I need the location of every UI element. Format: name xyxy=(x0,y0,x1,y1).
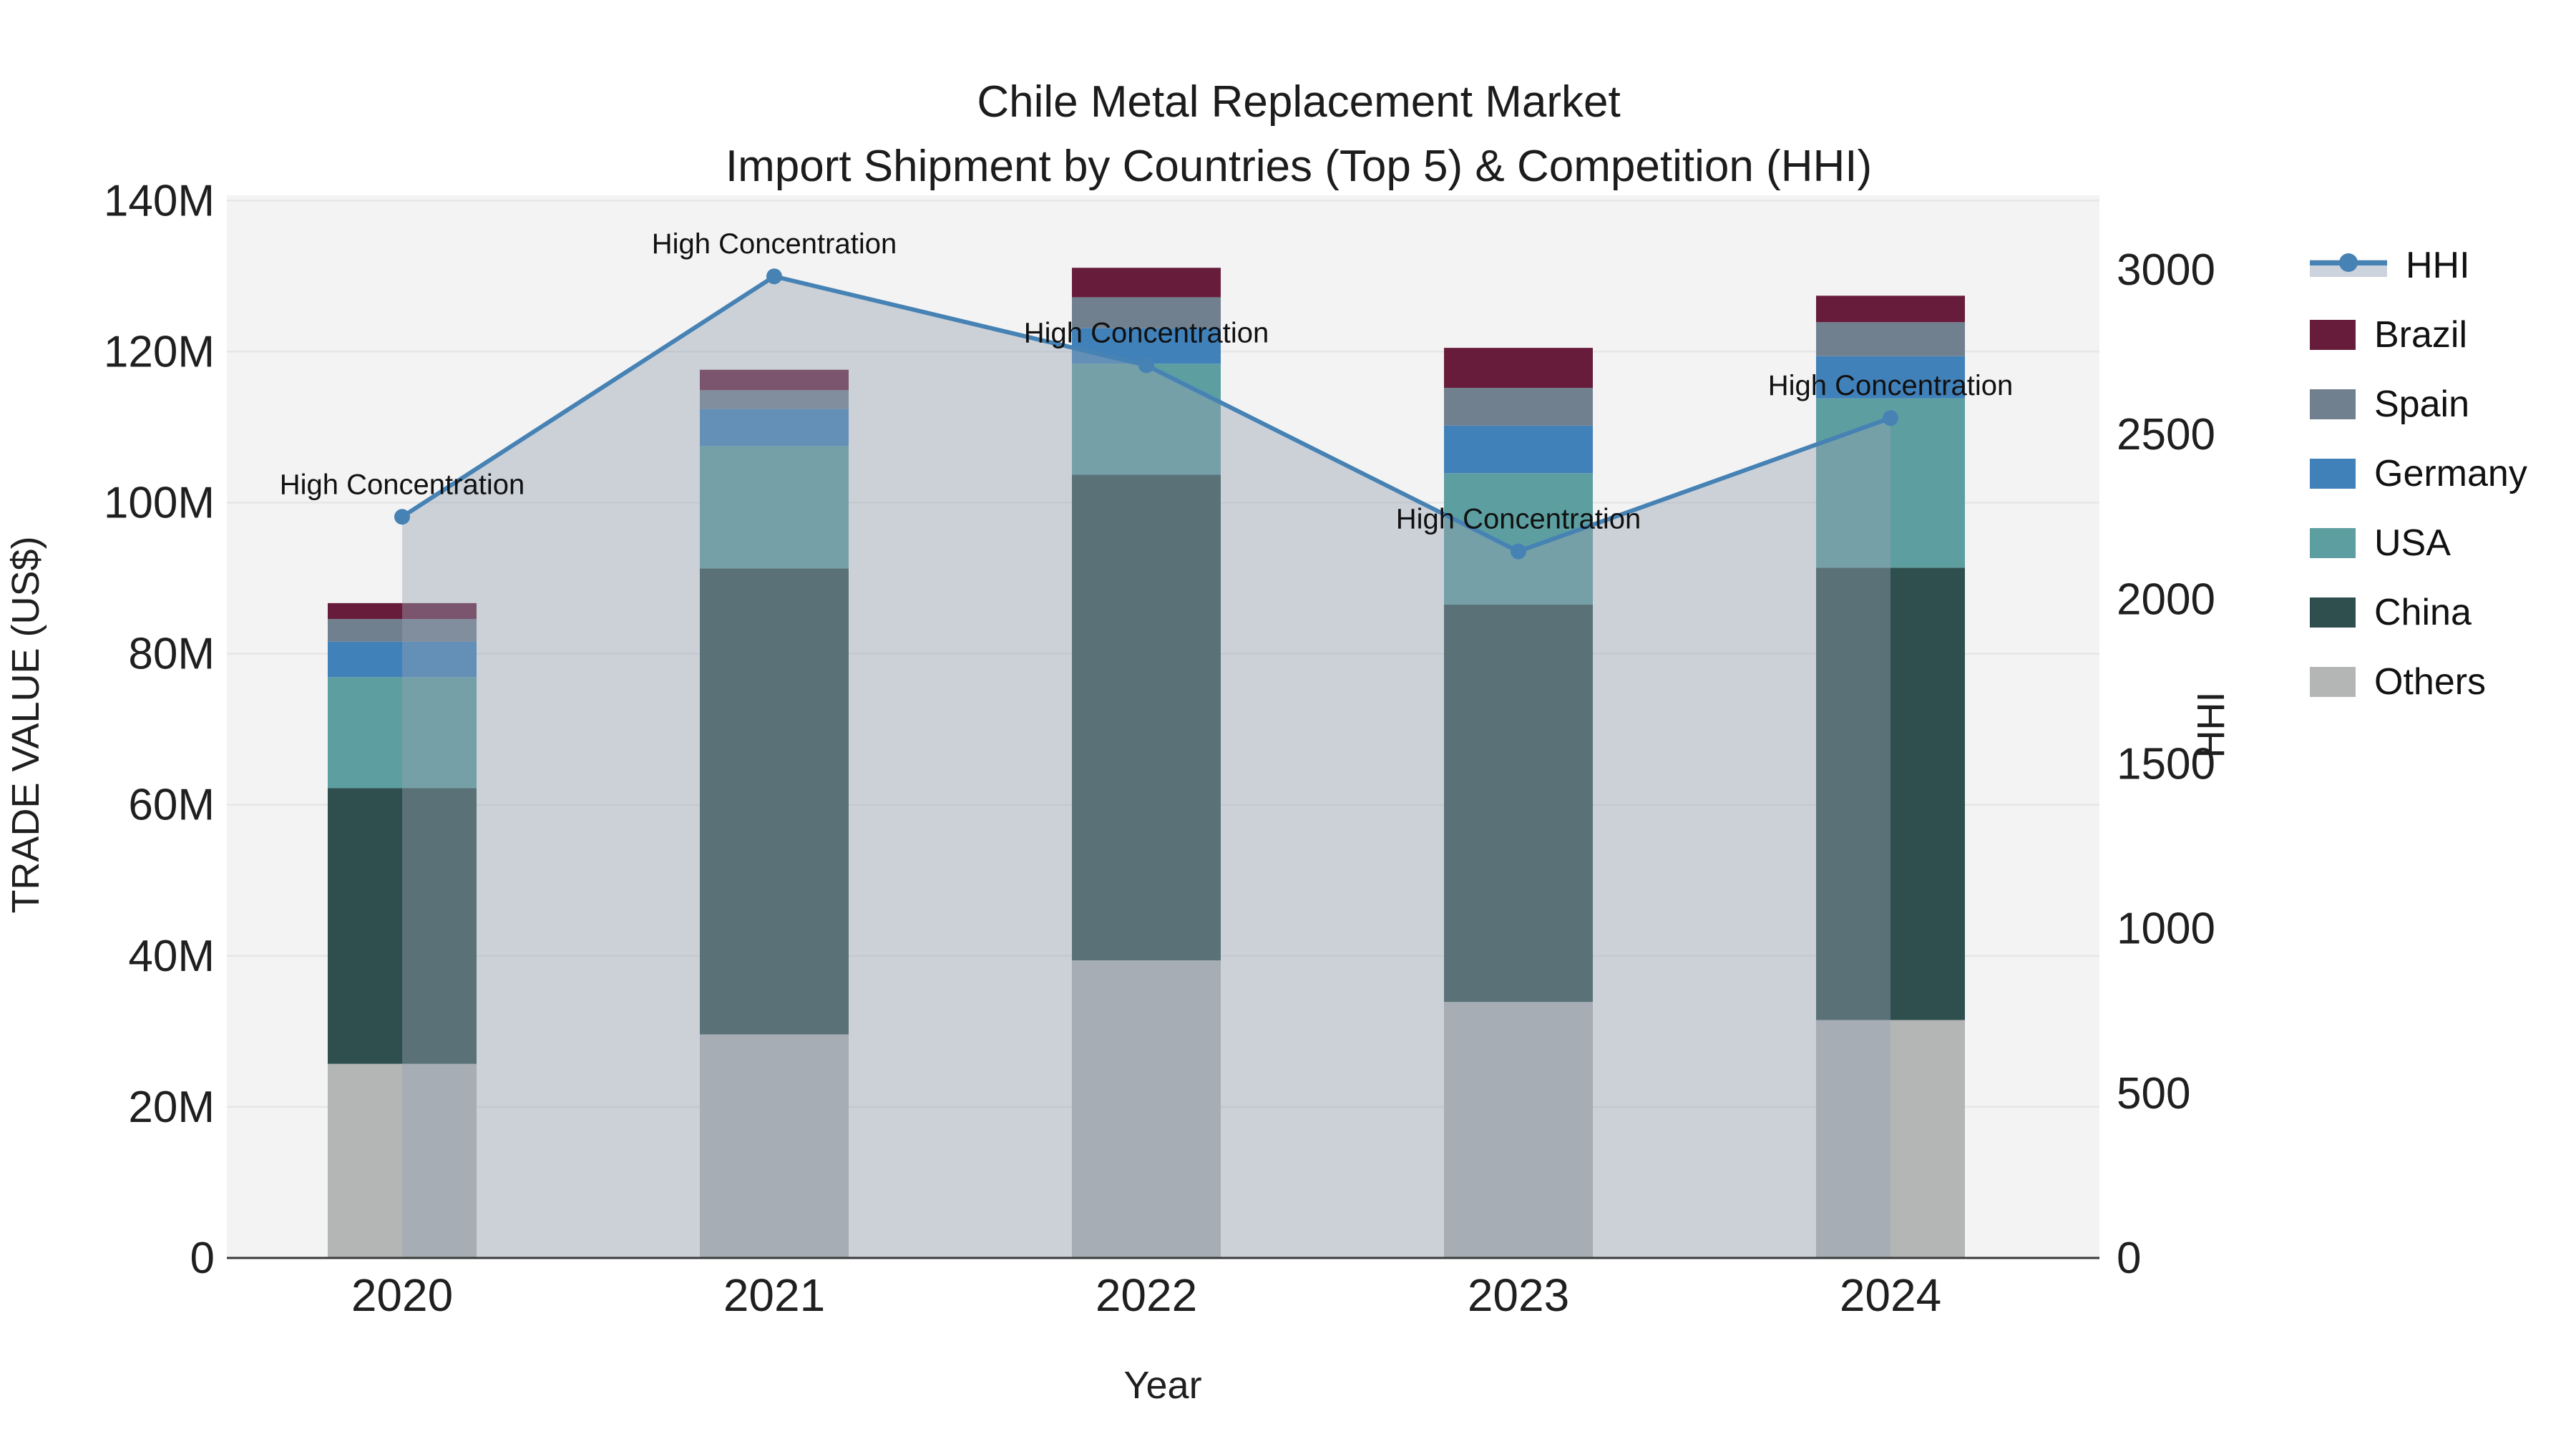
bar-segment-china-2020 xyxy=(328,788,477,1064)
bar-segment-spain-2023 xyxy=(1444,388,1593,426)
chart-title-line1: Chile Metal Replacement Market xyxy=(977,77,1621,127)
legend-item-spain: Spain xyxy=(2310,369,2527,439)
legend-item-china: China xyxy=(2310,577,2527,647)
legend-item-usa: USA xyxy=(2310,508,2527,577)
y-left-tick: 40M xyxy=(128,932,215,981)
bar-segment-others-2024 xyxy=(1816,1020,1965,1258)
bar-segment-usa-2020 xyxy=(328,677,477,789)
chart-title-line2: Import Shipment by Countries (Top 5) & C… xyxy=(725,141,1873,191)
y-left-tick: 100M xyxy=(104,479,215,528)
x-tick-2023: 2023 xyxy=(1468,1269,1569,1321)
bar-segment-usa-2023 xyxy=(1444,473,1593,605)
bar-segment-usa-2024 xyxy=(1816,398,1965,568)
y-left-tick: 60M xyxy=(128,781,215,830)
bar-segment-brazil-2021 xyxy=(700,369,849,391)
bar-segment-brazil-2024 xyxy=(1816,296,1965,323)
bar-segment-china-2022 xyxy=(1072,474,1221,961)
annotation-2020: High Concentration xyxy=(280,469,525,500)
y-right-tick: 2500 xyxy=(2117,410,2215,459)
legend-label-usa: USA xyxy=(2374,522,2451,564)
legend: HHI Brazil Spain Germany USA China Others xyxy=(2310,230,2527,716)
legend-label-spain: Spain xyxy=(2374,383,2469,425)
y-right-tick: 1500 xyxy=(2117,740,2215,789)
x-tick-2020: 2020 xyxy=(351,1269,453,1321)
y-axis-right-label: HHI xyxy=(2190,691,2233,758)
legend-label-brazil: Brazil xyxy=(2374,313,2468,356)
legend-item-brazil: Brazil xyxy=(2310,300,2527,369)
bar-segment-spain-2024 xyxy=(1816,322,1965,356)
x-tick-2021: 2021 xyxy=(723,1269,825,1321)
bar-segment-others-2021 xyxy=(700,1034,849,1258)
bar-segment-brazil-2022 xyxy=(1072,268,1221,298)
bar-segment-usa-2021 xyxy=(700,446,849,569)
bar-segment-germany-2023 xyxy=(1444,425,1593,474)
annotation-2023: High Concentration xyxy=(1396,504,1641,535)
legend-swatch-china xyxy=(2310,597,2356,628)
y-left-tick: 80M xyxy=(128,630,215,679)
x-axis-label: Year xyxy=(1123,1364,1202,1407)
legend-swatch-others xyxy=(2310,666,2356,697)
bar-segment-spain-2022 xyxy=(1072,297,1221,328)
bar-segment-others-2023 xyxy=(1444,1002,1593,1258)
y-left-tick: 0 xyxy=(190,1234,215,1283)
y-left-tick: 140M xyxy=(104,176,215,225)
bar-segment-germany-2020 xyxy=(328,641,477,678)
hhi-point-2024 xyxy=(1883,410,1898,426)
legend-label-others: Others xyxy=(2374,660,2487,703)
annotation-2021: High Concentration xyxy=(652,228,897,260)
y-right-tick: 500 xyxy=(2117,1069,2190,1118)
annotation-2024: High Concentration xyxy=(1768,370,2013,401)
bar-segment-china-2021 xyxy=(700,568,849,1035)
legend-swatch-brazil xyxy=(2310,319,2356,350)
annotation-2022: High Concentration xyxy=(1024,317,1269,348)
bar-segment-usa-2022 xyxy=(1072,364,1221,475)
legend-label-germany: Germany xyxy=(2374,452,2527,494)
y-axis-left-label: TRADE VALUE (US$) xyxy=(4,536,47,914)
y-left-tick: 20M xyxy=(128,1083,215,1132)
legend-swatch-germany xyxy=(2310,458,2356,489)
legend-item-hhi: HHI xyxy=(2310,230,2527,300)
bar-segment-china-2023 xyxy=(1444,604,1593,1002)
bar-segment-spain-2020 xyxy=(328,619,477,642)
bar-segment-spain-2021 xyxy=(700,390,849,409)
bar-segment-others-2022 xyxy=(1072,960,1221,1258)
x-tick-2022: 2022 xyxy=(1096,1269,1197,1321)
y-right-tick: 3000 xyxy=(2117,245,2215,295)
hhi-area-fill xyxy=(402,276,1890,1258)
hhi-point-2023 xyxy=(1511,543,1526,560)
hhi-point-2022 xyxy=(1138,357,1154,374)
bar-segment-others-2020 xyxy=(328,1063,477,1258)
legend-label-hhi: HHI xyxy=(2406,244,2470,286)
bar-segment-germany-2024 xyxy=(1816,356,1965,399)
bar-segment-germany-2021 xyxy=(700,409,849,447)
legend-label-china: China xyxy=(2374,591,2472,633)
hhi-point-2021 xyxy=(766,268,782,285)
bar-segment-brazil-2020 xyxy=(328,602,477,620)
legend-hhi-line-sample xyxy=(2310,250,2387,280)
legend-item-others: Others xyxy=(2310,647,2527,716)
legend-item-germany: Germany xyxy=(2310,439,2527,508)
legend-hhi-dot xyxy=(2339,253,2358,272)
x-tick-2024: 2024 xyxy=(1840,1269,1941,1321)
y-right-tick: 2000 xyxy=(2117,575,2215,624)
chart-title: Chile Metal Replacement Market Import Sh… xyxy=(0,70,2576,199)
legend-swatch-usa xyxy=(2310,527,2356,558)
bar-segment-china-2024 xyxy=(1816,567,1965,1020)
y-right-tick: 1000 xyxy=(2117,904,2215,954)
legend-swatch-spain xyxy=(2310,389,2356,419)
bar-segment-brazil-2023 xyxy=(1444,348,1593,389)
hhi-point-2020 xyxy=(394,509,410,525)
y-left-tick: 120M xyxy=(104,327,215,376)
y-right-tick: 0 xyxy=(2117,1234,2141,1283)
